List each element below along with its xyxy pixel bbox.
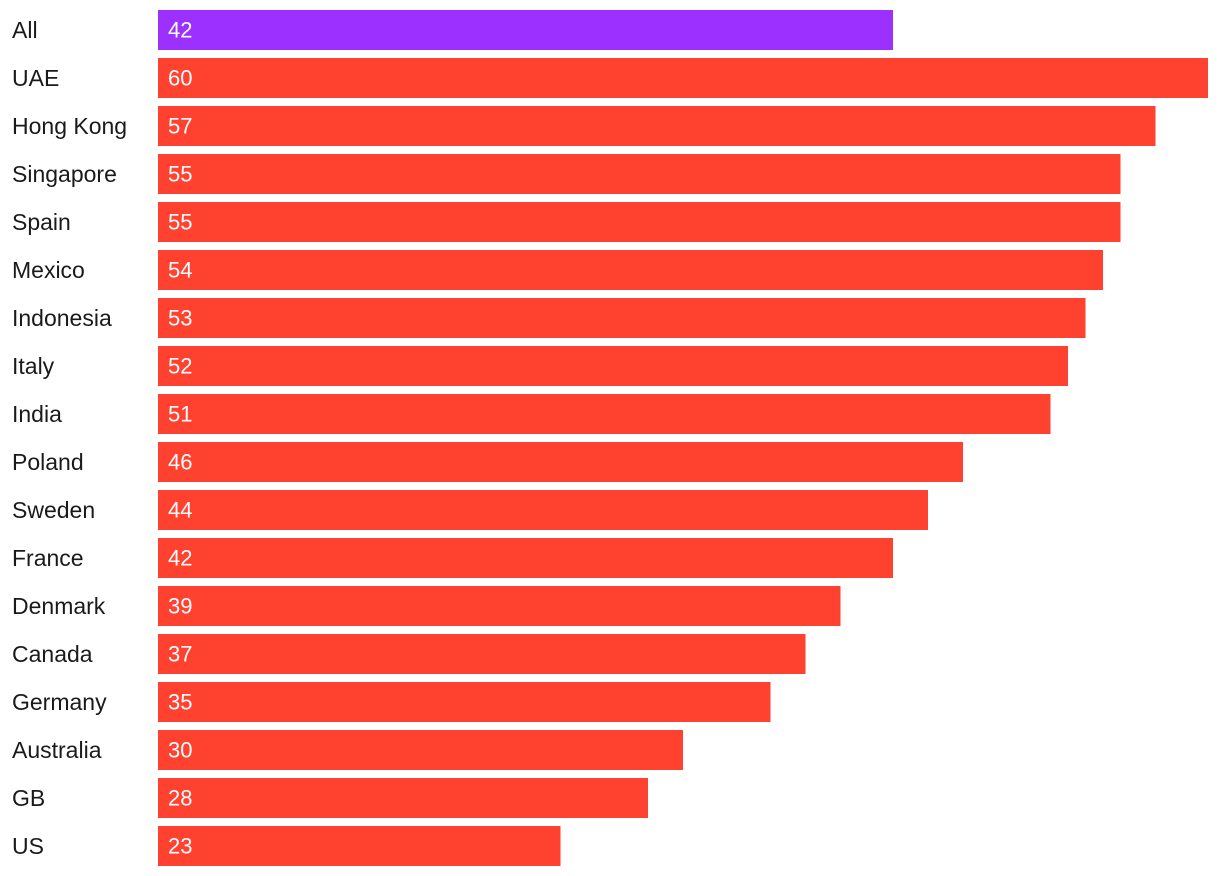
value-label-india: 51 [168, 402, 192, 427]
category-label-hong-kong: Hong Kong [12, 113, 127, 139]
bar-india [158, 394, 1051, 434]
category-label-us: US [12, 833, 44, 859]
bar-indonesia [158, 298, 1086, 338]
category-label-indonesia: Indonesia [12, 305, 112, 331]
value-label-indonesia: 53 [168, 306, 192, 331]
bar-mexico [158, 250, 1103, 290]
value-label-mexico: 54 [168, 258, 192, 283]
bar-poland [158, 442, 963, 482]
bars-group [158, 10, 1208, 866]
category-label-india: India [12, 401, 62, 427]
bar-australia [158, 730, 683, 770]
bar-sweden [158, 490, 928, 530]
bar-uae [158, 58, 1208, 98]
bar-gb [158, 778, 648, 818]
value-label-uae: 60 [168, 66, 192, 91]
bar-germany [158, 682, 771, 722]
value-label-gb: 28 [168, 786, 192, 811]
bar-canada [158, 634, 806, 674]
bar-italy [158, 346, 1068, 386]
bar-france [158, 538, 893, 578]
category-label-all: All [12, 17, 38, 43]
bar-us [158, 826, 561, 866]
bar-hong-kong [158, 106, 1156, 146]
category-label-sweden: Sweden [12, 497, 95, 523]
category-label-germany: Germany [12, 689, 107, 715]
bar-spain [158, 202, 1121, 242]
value-label-singapore: 55 [168, 162, 192, 187]
category-label-france: France [12, 545, 84, 571]
category-label-australia: Australia [12, 737, 102, 763]
value-label-us: 23 [168, 834, 192, 859]
value-labels-group: 42 60 57 55 55 54 53 52 51 46 44 42 39 37 35 30 28 23 [168, 18, 192, 859]
bar-denmark [158, 586, 841, 626]
value-label-germany: 35 [168, 690, 192, 715]
category-label-canada: Canada [12, 641, 93, 667]
value-label-hong-kong: 57 [168, 114, 192, 139]
category-labels-group: All UAE Hong Kong Singapore Spain Mexico Indon… [12, 17, 127, 859]
value-label-sweden: 44 [168, 498, 192, 523]
category-label-singapore: Singapore [12, 161, 117, 187]
category-label-uae: UAE [12, 65, 59, 91]
value-label-australia: 30 [168, 738, 192, 763]
category-label-denmark: Denmark [12, 593, 106, 619]
bar-all [158, 10, 893, 50]
value-label-all: 42 [168, 18, 192, 43]
category-label-spain: Spain [12, 209, 71, 235]
value-label-canada: 37 [168, 642, 192, 667]
category-label-gb: GB [12, 785, 45, 811]
value-label-denmark: 39 [168, 594, 192, 619]
bar-singapore [158, 154, 1121, 194]
category-label-poland: Poland [12, 449, 84, 475]
value-label-spain: 55 [168, 210, 192, 235]
category-label-italy: Italy [12, 353, 55, 379]
category-label-mexico: Mexico [12, 257, 85, 283]
value-label-poland: 46 [168, 450, 192, 475]
value-label-france: 42 [168, 546, 192, 571]
value-label-italy: 52 [168, 354, 192, 379]
